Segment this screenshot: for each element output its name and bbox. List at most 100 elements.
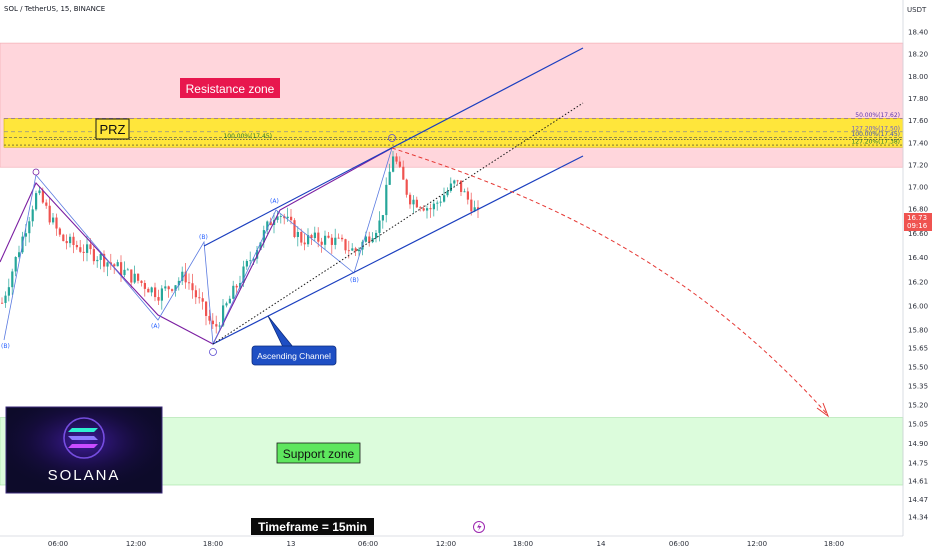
candle-body [198,297,201,299]
solana-logo: SOLANA [5,406,163,494]
channel-callout-pointer [267,315,294,348]
candle-body [242,266,245,284]
candle-body [191,283,194,291]
candle-body [181,271,184,281]
time-tick-label: 12:00 [747,540,767,548]
time-tick-label: 06:00 [358,540,378,548]
candle-body [463,191,466,193]
candle-body [140,280,143,284]
fib-label: 100.00%(17.45) [851,131,900,138]
candle-body [41,190,44,203]
candle-body [286,216,289,219]
price-tick-label: 14.61 [908,478,928,486]
candle-body [72,236,75,246]
support-label-box [276,442,361,464]
candle-body [58,228,61,235]
candle-body [456,180,459,182]
wave-marker-e [209,348,217,356]
candle-body [82,251,85,253]
candles-layer [1,150,480,334]
blue-wave-path [3,147,393,346]
candle-body [341,237,344,240]
candle-body [150,287,153,293]
candle-body [89,244,92,250]
solana-logo-text: SOLANA [48,467,121,484]
price-tick-label: 15.50 [908,364,928,372]
candle-body [160,288,163,301]
candle-body [99,253,102,260]
candle-body [184,271,187,283]
candle-body [252,258,255,261]
candle-body [351,248,354,251]
candle-body [130,269,133,283]
wave-label-a2: (A) [270,198,279,205]
candle-body [249,260,252,262]
time-tick-label: 12:00 [126,540,146,548]
symbol-title: SOL / TetherUS, 15, BINANCE [4,5,105,13]
candle-body [259,242,262,250]
candle-body [62,234,65,242]
prz-label: PRZ [100,122,126,137]
wave-label-b1: (B) [1,343,10,350]
candle-body [177,280,180,286]
candle-body [466,191,469,200]
price-tick-label: 16.00 [908,303,928,311]
resistance-label: Resistance zone [186,82,275,96]
support-label: Support zone [283,447,355,461]
candle-body [330,237,333,245]
candle-body [157,297,160,301]
candle-body [147,288,150,293]
price-tick-label: 16.20 [908,278,928,286]
time-tick-label: 18:00 [824,540,844,548]
time-tick-label: 06:00 [48,540,68,548]
candle-body [24,233,27,237]
candle-body [96,259,99,262]
candle-body [208,315,211,321]
candle-body [106,262,109,267]
candle-body [296,232,299,237]
candle-body [300,232,303,243]
price-tick-label: 17.80 [908,95,928,103]
candle-body [215,324,218,327]
price-tick-label: 17.00 [908,184,928,192]
time-tick-label: 06:00 [669,540,689,548]
channel-callout-label: Ascending Channel [257,351,331,361]
candle-body [48,205,51,223]
candle-body [1,302,4,304]
candle-body [473,207,476,212]
candle-body [443,195,446,202]
candle-body [290,216,293,221]
candle-body [18,252,21,257]
candle-body [239,283,242,288]
price-tick-label: 16.40 [908,254,928,262]
purple-wave-path [0,147,393,345]
price-tick-label: 14.34 [908,514,929,522]
wave-label-a1: (A) [151,323,160,330]
candle-body [358,249,361,252]
candle-body [14,256,17,272]
projection-arrowhead [816,402,830,418]
price-tick-label: 18.20 [908,51,928,59]
candle-body [35,193,38,210]
channel-callout-box [251,345,337,366]
candle-body [419,207,422,209]
price-tick-label: 14.47 [908,496,928,504]
candle-body [266,221,269,231]
candle-body [28,221,31,234]
candle-body [235,285,238,288]
candle-body [344,239,347,251]
candle-body [45,202,48,206]
candle-body [398,161,401,167]
candle-body [103,253,106,267]
candle-body [364,236,367,242]
price-tick-label: 15.35 [908,383,928,391]
candle-body [201,298,204,302]
candle-body [232,285,235,299]
candle-body [222,305,225,326]
candle-body [412,199,415,205]
candle-body [327,235,330,238]
candle-body [415,199,418,208]
price-tick-label: 15.05 [908,421,928,429]
